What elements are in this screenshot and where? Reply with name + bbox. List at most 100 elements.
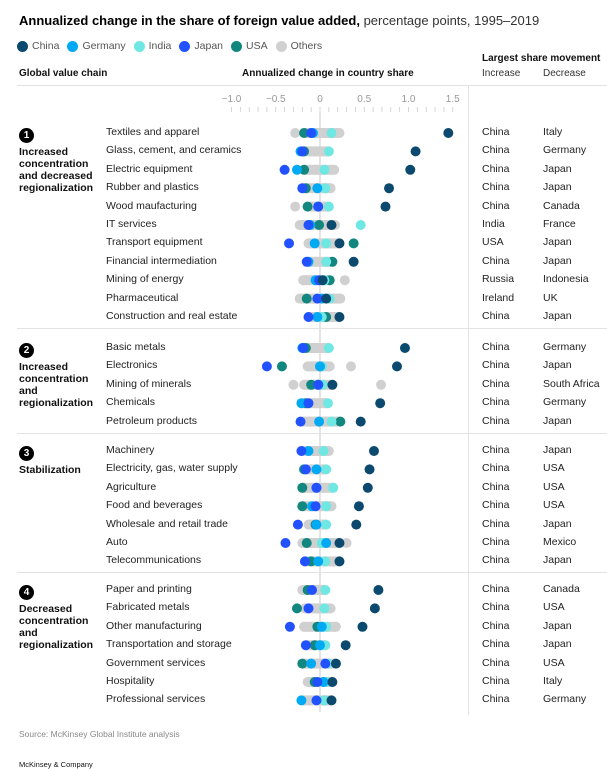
value-chain-label: Construction and real estate	[106, 310, 238, 322]
dot-china	[364, 464, 375, 475]
dot-germany	[309, 238, 320, 249]
decrease-country: Germany	[543, 693, 587, 706]
dot-others	[298, 275, 309, 286]
x-tick-label: −0.5	[266, 94, 286, 105]
dot-germany	[311, 464, 322, 475]
dot-japan	[303, 220, 314, 230]
increase-country: China	[482, 414, 510, 427]
dot-usa	[314, 220, 325, 230]
dot-usa	[299, 164, 310, 175]
dot-others	[302, 361, 313, 372]
dot-india	[323, 201, 334, 212]
dot-japan	[312, 293, 323, 304]
dot-india	[321, 501, 332, 512]
dot-japan	[320, 658, 331, 669]
dot-china	[330, 658, 341, 669]
value-chain-label: Other manufacturing	[106, 619, 202, 632]
value-chain-label: Petroleum products	[106, 414, 198, 427]
dot-japan	[280, 538, 291, 548]
dot-others	[319, 482, 330, 493]
dot-others	[310, 343, 321, 353]
dot-japan	[284, 621, 295, 632]
dot-usa	[302, 201, 313, 212]
decrease-country: Japan	[543, 359, 572, 372]
legend-label: USA	[246, 40, 268, 52]
dot-china	[334, 238, 345, 249]
legend-swatch-germany	[67, 40, 79, 52]
value-chain-label: Chemicals	[106, 396, 156, 409]
value-chain-label: Transport equipment	[106, 236, 203, 249]
group-number: 4	[19, 585, 34, 600]
dot-china	[375, 398, 386, 409]
group-number: 3	[19, 446, 34, 461]
dot-germany	[315, 361, 325, 372]
dot-germany	[291, 164, 302, 175]
value-chain-label: Transportation and storage	[106, 638, 232, 651]
increase-country: China	[482, 499, 510, 512]
dot-others	[310, 164, 321, 175]
header-annualized-change: Annualized change in country share	[242, 68, 414, 79]
dot-germany	[321, 538, 332, 548]
dot-usa	[297, 482, 308, 493]
dot-china	[355, 416, 366, 427]
title-bold: Annualized change in the share of foreig…	[19, 13, 360, 28]
group-number: 1	[19, 128, 34, 143]
dot-others	[345, 361, 356, 372]
dot-germany	[316, 621, 327, 632]
dot-china	[327, 677, 338, 687]
dot-china	[384, 183, 395, 194]
group-label: Increased concentration and decreased re…	[19, 146, 94, 194]
dot-japan	[300, 640, 311, 651]
dot-india	[320, 183, 331, 194]
dot-india	[321, 464, 332, 475]
dot-others	[310, 146, 321, 157]
decrease-country: France	[543, 218, 576, 230]
decrease-country: USA	[543, 480, 565, 493]
legend: China Germany India Japan USA Others	[17, 40, 322, 52]
decrease-country: Mexico	[543, 536, 577, 548]
increase-country: China	[482, 310, 510, 322]
increase-country: China	[482, 480, 510, 493]
dot-japan	[279, 164, 290, 175]
decrease-country: USA	[543, 601, 565, 614]
dot-others	[294, 220, 305, 230]
dot-india	[323, 146, 334, 157]
dot-japan	[292, 519, 303, 530]
dot-india	[321, 238, 332, 249]
decrease-country: USA	[543, 462, 565, 475]
dot-others	[299, 621, 310, 632]
decrease-country: Japan	[543, 162, 572, 175]
value-chain-label: Mining of minerals	[106, 377, 192, 390]
dot-china	[357, 621, 368, 632]
dot-usa	[297, 501, 308, 512]
dot-china	[353, 501, 364, 512]
increase-country: Ireland	[482, 291, 515, 304]
dot-japan	[301, 256, 312, 267]
dot-others	[304, 695, 315, 706]
increase-country: China	[482, 199, 510, 212]
dot-others	[294, 293, 305, 304]
decrease-country: Japan	[543, 619, 572, 632]
value-chain-label: Machinery	[106, 444, 155, 456]
dot-usa	[301, 538, 312, 548]
dot-china	[405, 164, 416, 175]
increase-country: China	[482, 536, 510, 548]
increase-country: China	[482, 675, 510, 687]
dot-india	[318, 446, 329, 456]
increase-country: China	[482, 656, 510, 669]
dot-germany	[312, 183, 323, 194]
dot-china	[334, 312, 345, 322]
dot-china	[380, 201, 391, 212]
header-global-value-chain: Global value chain	[19, 68, 108, 79]
value-chain-label: Textiles and apparel	[106, 126, 200, 138]
group-divider	[17, 432, 607, 434]
decrease-country: Italy	[543, 126, 563, 138]
dot-germany	[315, 640, 325, 651]
dot-germany	[296, 398, 307, 409]
legend-item-others: Others	[275, 40, 322, 52]
dot-others	[341, 538, 352, 548]
increase-country: China	[482, 396, 510, 409]
decrease-country: Canada	[543, 583, 580, 595]
decrease-country: Germany	[543, 341, 587, 353]
dot-japan	[312, 677, 323, 687]
